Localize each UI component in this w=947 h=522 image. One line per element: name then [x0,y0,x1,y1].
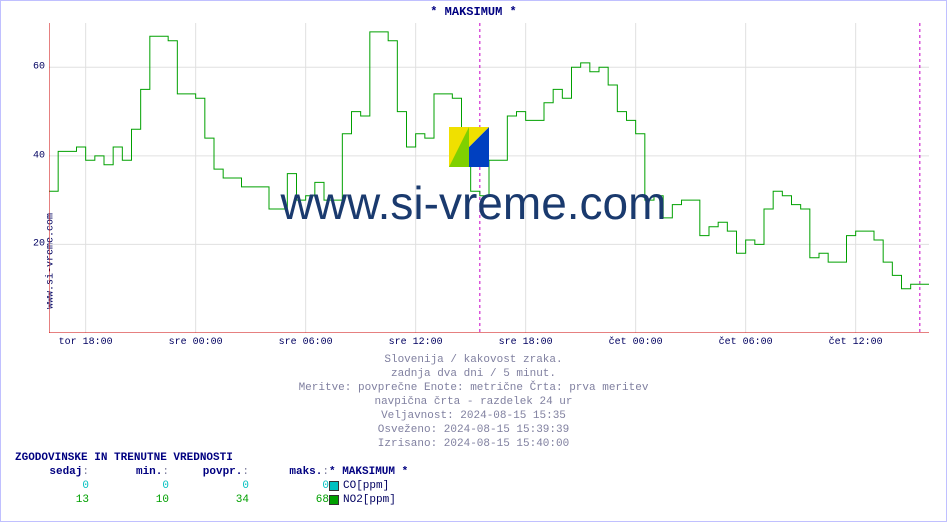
legend-swatch [329,481,339,491]
stats-table: ZGODOVINSKE IN TRENUTNE VREDNOSTI sedaj:… [15,451,335,507]
chart-title: * MAKSIMUM * [1,5,946,19]
stats-row: 0000 [15,479,335,493]
x-tick: sre 12:00 [389,337,443,348]
stats-cell: 0 [95,479,175,493]
chart-container: * MAKSIMUM * www.si-vreme.com 204060 tor… [0,0,947,522]
caption-line: navpična črta - razdelek 24 ur [1,395,946,409]
stats-row: 13103468 [15,493,335,507]
stats-header: povpr.: [175,465,255,479]
stats-cell: 0 [255,479,335,493]
y-tick: 60 [31,62,45,73]
caption-line: Veljavnost: 2024-08-15 15:35 [1,409,946,423]
x-tick: čet 00:00 [609,337,663,348]
stats-title: ZGODOVINSKE IN TRENUTNE VREDNOSTI [15,451,335,465]
x-tick: čet 06:00 [719,337,773,348]
x-tick: čet 12:00 [829,337,883,348]
caption-line: Izrisano: 2024-08-15 15:40:00 [1,437,946,451]
caption-line: Osveženo: 2024-08-15 15:39:39 [1,423,946,437]
legend: * MAKSIMUM * CO[ppm]NO2[ppm] [329,465,408,507]
legend-item: NO2[ppm] [329,493,408,507]
legend-item: CO[ppm] [329,479,408,493]
stats-cell: 68 [255,493,335,507]
caption-line: zadnja dva dni / 5 minut. [1,367,946,381]
caption-line: Meritve: povprečne Enote: metrične Črta:… [1,381,946,395]
y-tick: 20 [31,239,45,250]
x-tick: tor 18:00 [59,337,113,348]
plot-area [49,23,929,333]
y-tick: 40 [31,150,45,161]
legend-swatch [329,495,339,505]
x-tick: sre 00:00 [169,337,223,348]
stats-cell: 13 [15,493,95,507]
caption-block: Slovenija / kakovost zraka. zadnja dva d… [1,353,946,451]
x-tick: sre 06:00 [279,337,333,348]
stats-cell: 34 [175,493,255,507]
stats-header: maks.: [255,465,335,479]
caption-line: Slovenija / kakovost zraka. [1,353,946,367]
legend-label: NO2[ppm] [343,493,396,507]
x-tick: sre 18:00 [499,337,553,348]
legend-title: * MAKSIMUM * [329,465,408,479]
stats-header: sedaj: [15,465,95,479]
stats-cell: 10 [95,493,175,507]
stats-header: min.: [95,465,175,479]
legend-label: CO[ppm] [343,479,389,493]
stats-cell: 0 [175,479,255,493]
stats-cell: 0 [15,479,95,493]
